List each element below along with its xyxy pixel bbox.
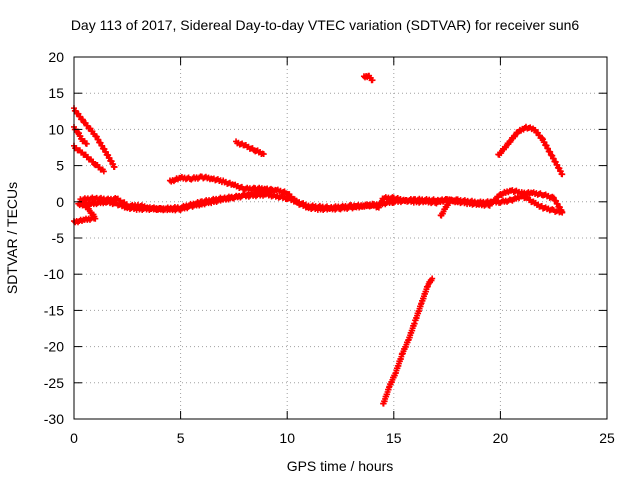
data-point xyxy=(539,135,546,142)
data-point xyxy=(446,198,453,205)
x-axis-label: GPS time / hours xyxy=(287,458,394,474)
data-point xyxy=(269,187,276,194)
data-point xyxy=(559,171,566,178)
chart-title: Day 113 of 2017, Sidereal Day-to-day VTE… xyxy=(71,17,580,33)
data-point xyxy=(369,77,376,84)
data-points xyxy=(71,72,566,407)
x-tick-label: 15 xyxy=(386,430,402,446)
y-tick-label: -5 xyxy=(52,230,65,246)
data-point xyxy=(429,275,436,282)
y-tick-label: 5 xyxy=(56,158,64,174)
data-point xyxy=(83,140,90,147)
series-arc-descent xyxy=(380,275,436,407)
series-arc-early-3 xyxy=(71,142,107,175)
x-tick-label: 10 xyxy=(279,430,295,446)
y-tick-label: -20 xyxy=(44,339,64,355)
series-arc-evening xyxy=(495,123,566,178)
grid xyxy=(74,57,607,419)
series-arc-early-2 xyxy=(71,123,90,147)
data-point xyxy=(100,168,107,175)
x-tick-label: 5 xyxy=(177,430,185,446)
data-point xyxy=(559,209,566,216)
ticks: 0 5 10 15 20 25 -30 -25 -20 -15 -10 -5 0 5 10 15 20 xyxy=(44,49,615,446)
data-point xyxy=(260,151,267,158)
y-tick-label: 20 xyxy=(48,49,64,65)
y-tick-label: -10 xyxy=(44,266,64,282)
y-axis-label: SDTVAR / TECUs xyxy=(4,182,20,294)
series-arc-early-1 xyxy=(71,105,118,171)
y-tick-label: -15 xyxy=(44,302,64,318)
x-tick-label: 0 xyxy=(70,430,78,446)
series-upper-band xyxy=(166,173,276,194)
y-tick-label: 10 xyxy=(48,121,64,137)
series-arc-dip xyxy=(437,198,453,219)
series-arc-morning xyxy=(233,138,267,158)
y-tick-label: -25 xyxy=(44,375,64,391)
series-arc-noon-spike xyxy=(360,72,376,84)
plot-frame xyxy=(73,56,608,420)
data-point xyxy=(111,164,118,171)
y-tick-label: 0 xyxy=(56,194,64,210)
y-tick-label: -30 xyxy=(44,411,64,427)
x-tick-label: 20 xyxy=(493,430,509,446)
y-tick-label: 15 xyxy=(48,85,64,101)
x-tick-label: 25 xyxy=(599,430,615,446)
